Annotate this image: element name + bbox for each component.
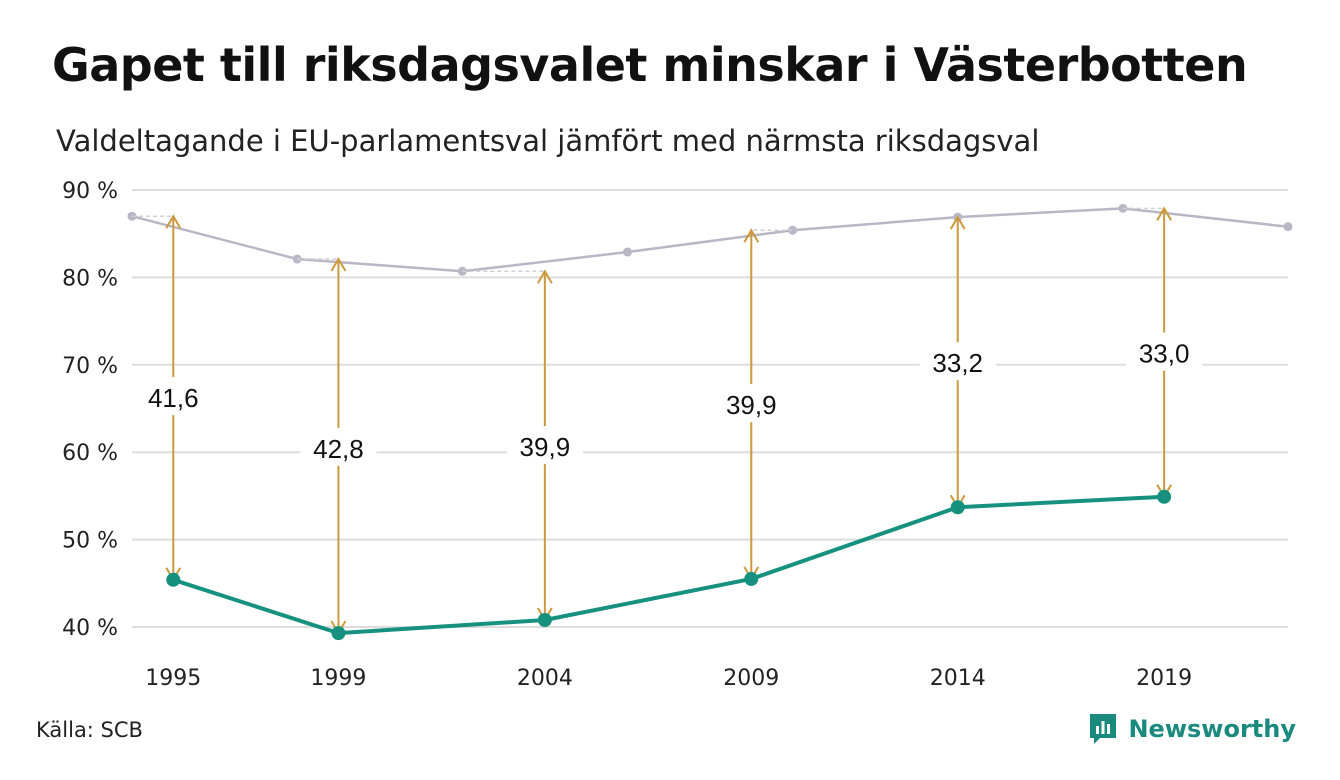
- eu-point: [537, 613, 552, 628]
- x-tick-label: 1995: [145, 666, 201, 691]
- eu-point: [331, 626, 346, 641]
- gap-label: 39,9: [520, 432, 571, 462]
- eu-point: [1157, 489, 1172, 504]
- gap-label: 39,9: [726, 390, 777, 420]
- gap-arrowhead-up: [536, 269, 553, 284]
- eu-point: [166, 572, 181, 587]
- gap-arrowhead-up: [949, 215, 966, 230]
- eu-line: [172, 494, 1165, 636]
- x-tick-label: 2014: [930, 666, 986, 691]
- gap-label-bg: [1126, 332, 1203, 371]
- gap-label-bg: [506, 426, 583, 465]
- y-tick-label: 70 %: [62, 354, 118, 379]
- gap-label-bg: [300, 427, 377, 466]
- riksdag-point: [1283, 222, 1293, 232]
- x-tick-label: 1999: [310, 666, 366, 691]
- brand-logo: Newsworthy: [1088, 712, 1296, 746]
- eu-point: [744, 571, 759, 586]
- gap-label-bg: [713, 384, 790, 423]
- gap-label: 41,6: [148, 383, 199, 413]
- gap-label: 33,0: [1139, 339, 1190, 369]
- x-tick-label: 2004: [517, 666, 573, 691]
- gap-arrowhead-up: [743, 228, 760, 243]
- chart-subtitle: Valdeltagande i EU-parlamentsval jämfört…: [56, 124, 1040, 158]
- y-tick-label: 40 %: [62, 616, 118, 641]
- newsworthy-logo-icon: [1090, 714, 1117, 744]
- turnout-chart: 40 % 50 % 60 % 70 % 80 % 90 % 1995 1999 2004 2009…: [62, 179, 1293, 691]
- y-tick-label: 50 %: [62, 529, 118, 554]
- gap-label: 33,2: [932, 348, 983, 378]
- riksdag-point: [622, 247, 632, 257]
- brand-name: Newsworthy: [1128, 715, 1296, 743]
- eu-point: [950, 500, 965, 515]
- x-tick-label: 2019: [1136, 666, 1192, 691]
- x-tick-label: 2009: [723, 666, 779, 691]
- gap-label: 42,8: [313, 434, 364, 464]
- gap-arrowhead-up: [165, 214, 182, 229]
- y-tick-label: 80 %: [62, 266, 118, 291]
- riksdag-line: [131, 207, 1289, 273]
- chart-title: Gapet till riksdagsvalet minskar i Väste…: [52, 38, 1248, 92]
- gap-label-bg: [919, 342, 996, 381]
- y-tick-label: 60 %: [62, 441, 118, 466]
- gap-arrowhead-up: [1156, 206, 1173, 221]
- y-tick-label: 90 %: [62, 179, 118, 204]
- source-note: Källa: SCB: [36, 718, 143, 742]
- gap-label-bg: [135, 377, 212, 416]
- gap-arrowhead-up: [330, 257, 347, 272]
